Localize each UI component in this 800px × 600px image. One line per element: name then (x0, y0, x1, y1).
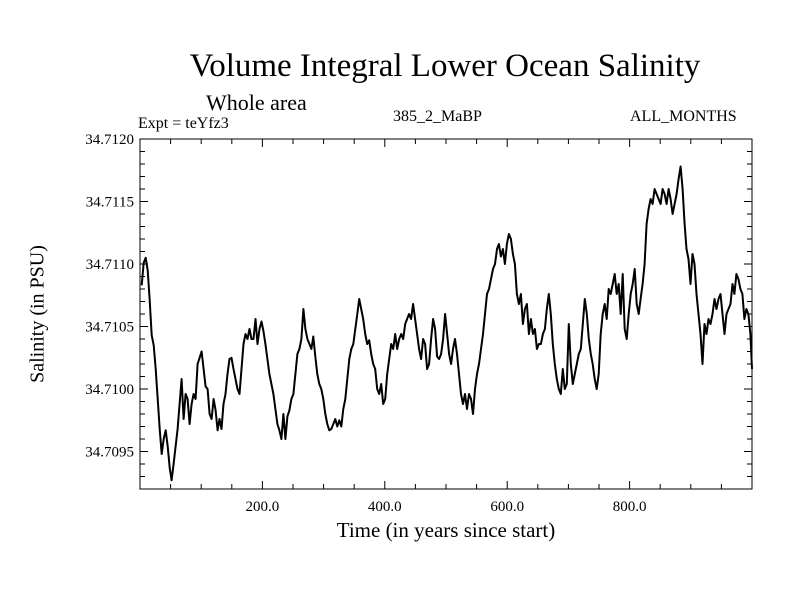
x-tick-label: 800.0 (613, 499, 647, 515)
x-tick-label: 400.0 (368, 499, 402, 515)
axis-ticks (140, 139, 752, 489)
series-line-salinity (140, 165, 753, 482)
chart-title: Volume Integral Lower Ocean Salinity (189, 48, 701, 84)
x-tick-label: 200.0 (246, 499, 280, 515)
chart-subtitle: Whole area (206, 90, 307, 115)
x-tick-label: 600.0 (490, 499, 524, 515)
y-tick-label: 34.7110 (86, 257, 134, 273)
period-label: ALL_MONTHS (630, 108, 737, 125)
y-tick-label: 34.7100 (85, 382, 134, 398)
x-axis-label: Time (in years since start) (336, 518, 556, 542)
axis-tick-labels: 200.0 400.0 600.0 800.0 34.7095 34.7100 34.710… (85, 132, 646, 515)
run-id-label: 385_2_MaBP (393, 108, 482, 125)
y-tick-label: 34.7105 (85, 320, 134, 336)
y-tick-label: 34.7115 (86, 195, 134, 211)
experiment-label: Expt = teYfz3 (138, 115, 229, 132)
y-tick-label: 34.7120 (85, 132, 134, 148)
y-tick-label: 34.7095 (85, 445, 134, 461)
y-axis-label: Salinity (in PSU) (26, 245, 49, 383)
